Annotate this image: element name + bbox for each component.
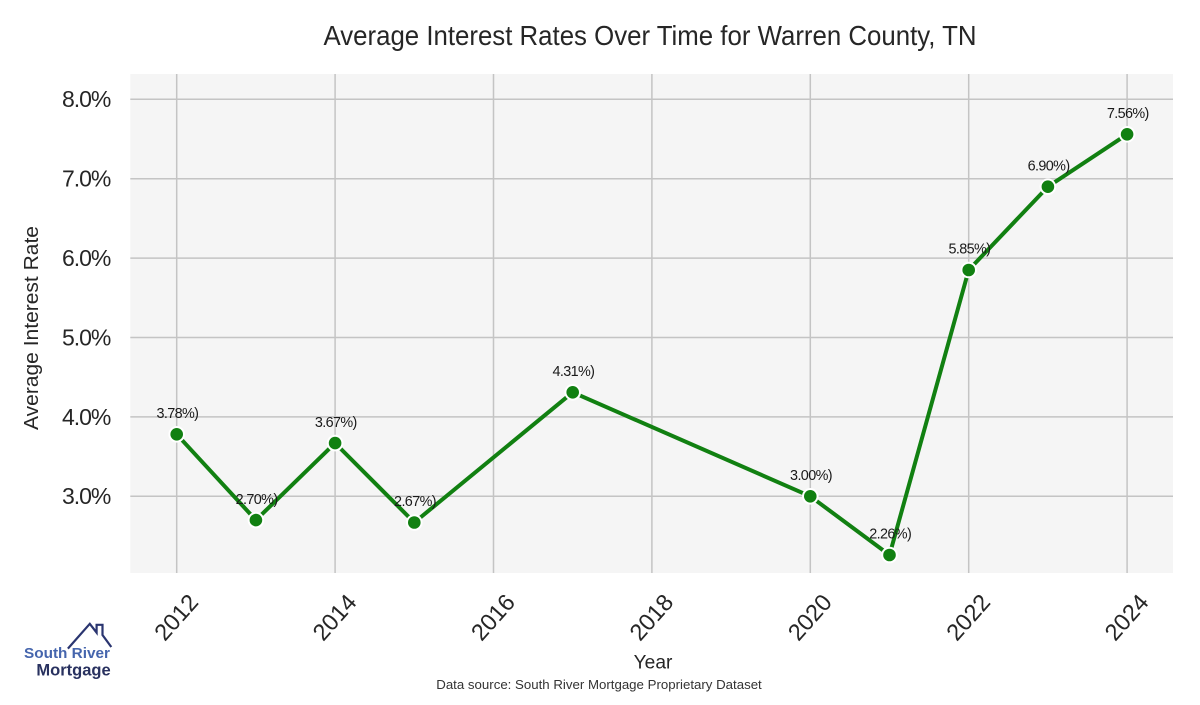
svg-text:2.70%): 2.70%) <box>236 492 279 508</box>
svg-text:7.0%: 7.0% <box>62 166 111 192</box>
svg-text:3.00%): 3.00%) <box>790 468 833 484</box>
svg-text:7.56%): 7.56%) <box>1107 106 1150 122</box>
svg-text:Year: Year <box>634 652 673 673</box>
svg-text:3.0%: 3.0% <box>62 483 111 509</box>
svg-text:3.78%): 3.78%) <box>156 406 199 422</box>
svg-text:3.67%): 3.67%) <box>315 415 358 431</box>
svg-text:Data source: South River Mortg: Data source: South River Mortgage Propri… <box>436 678 762 692</box>
svg-text:Mortgage: Mortgage <box>36 662 110 680</box>
svg-text:4.0%: 4.0% <box>62 404 111 430</box>
svg-text:Average Interest Rates Over Ti: Average Interest Rates Over Time for War… <box>324 20 977 51</box>
svg-text:6.0%: 6.0% <box>62 245 111 271</box>
svg-text:5.85%): 5.85%) <box>948 242 991 258</box>
svg-text:8.0%: 8.0% <box>62 86 111 112</box>
svg-text:Average Interest Rate: Average Interest Rate <box>21 226 43 430</box>
svg-text:4.31%): 4.31%) <box>552 364 595 380</box>
svg-text:6.90%): 6.90%) <box>1028 158 1071 174</box>
svg-text:South River: South River <box>24 645 110 662</box>
svg-text:5.0%: 5.0% <box>62 324 111 350</box>
svg-text:2.26%): 2.26%) <box>869 527 912 543</box>
svg-text:2.67%): 2.67%) <box>394 494 437 510</box>
